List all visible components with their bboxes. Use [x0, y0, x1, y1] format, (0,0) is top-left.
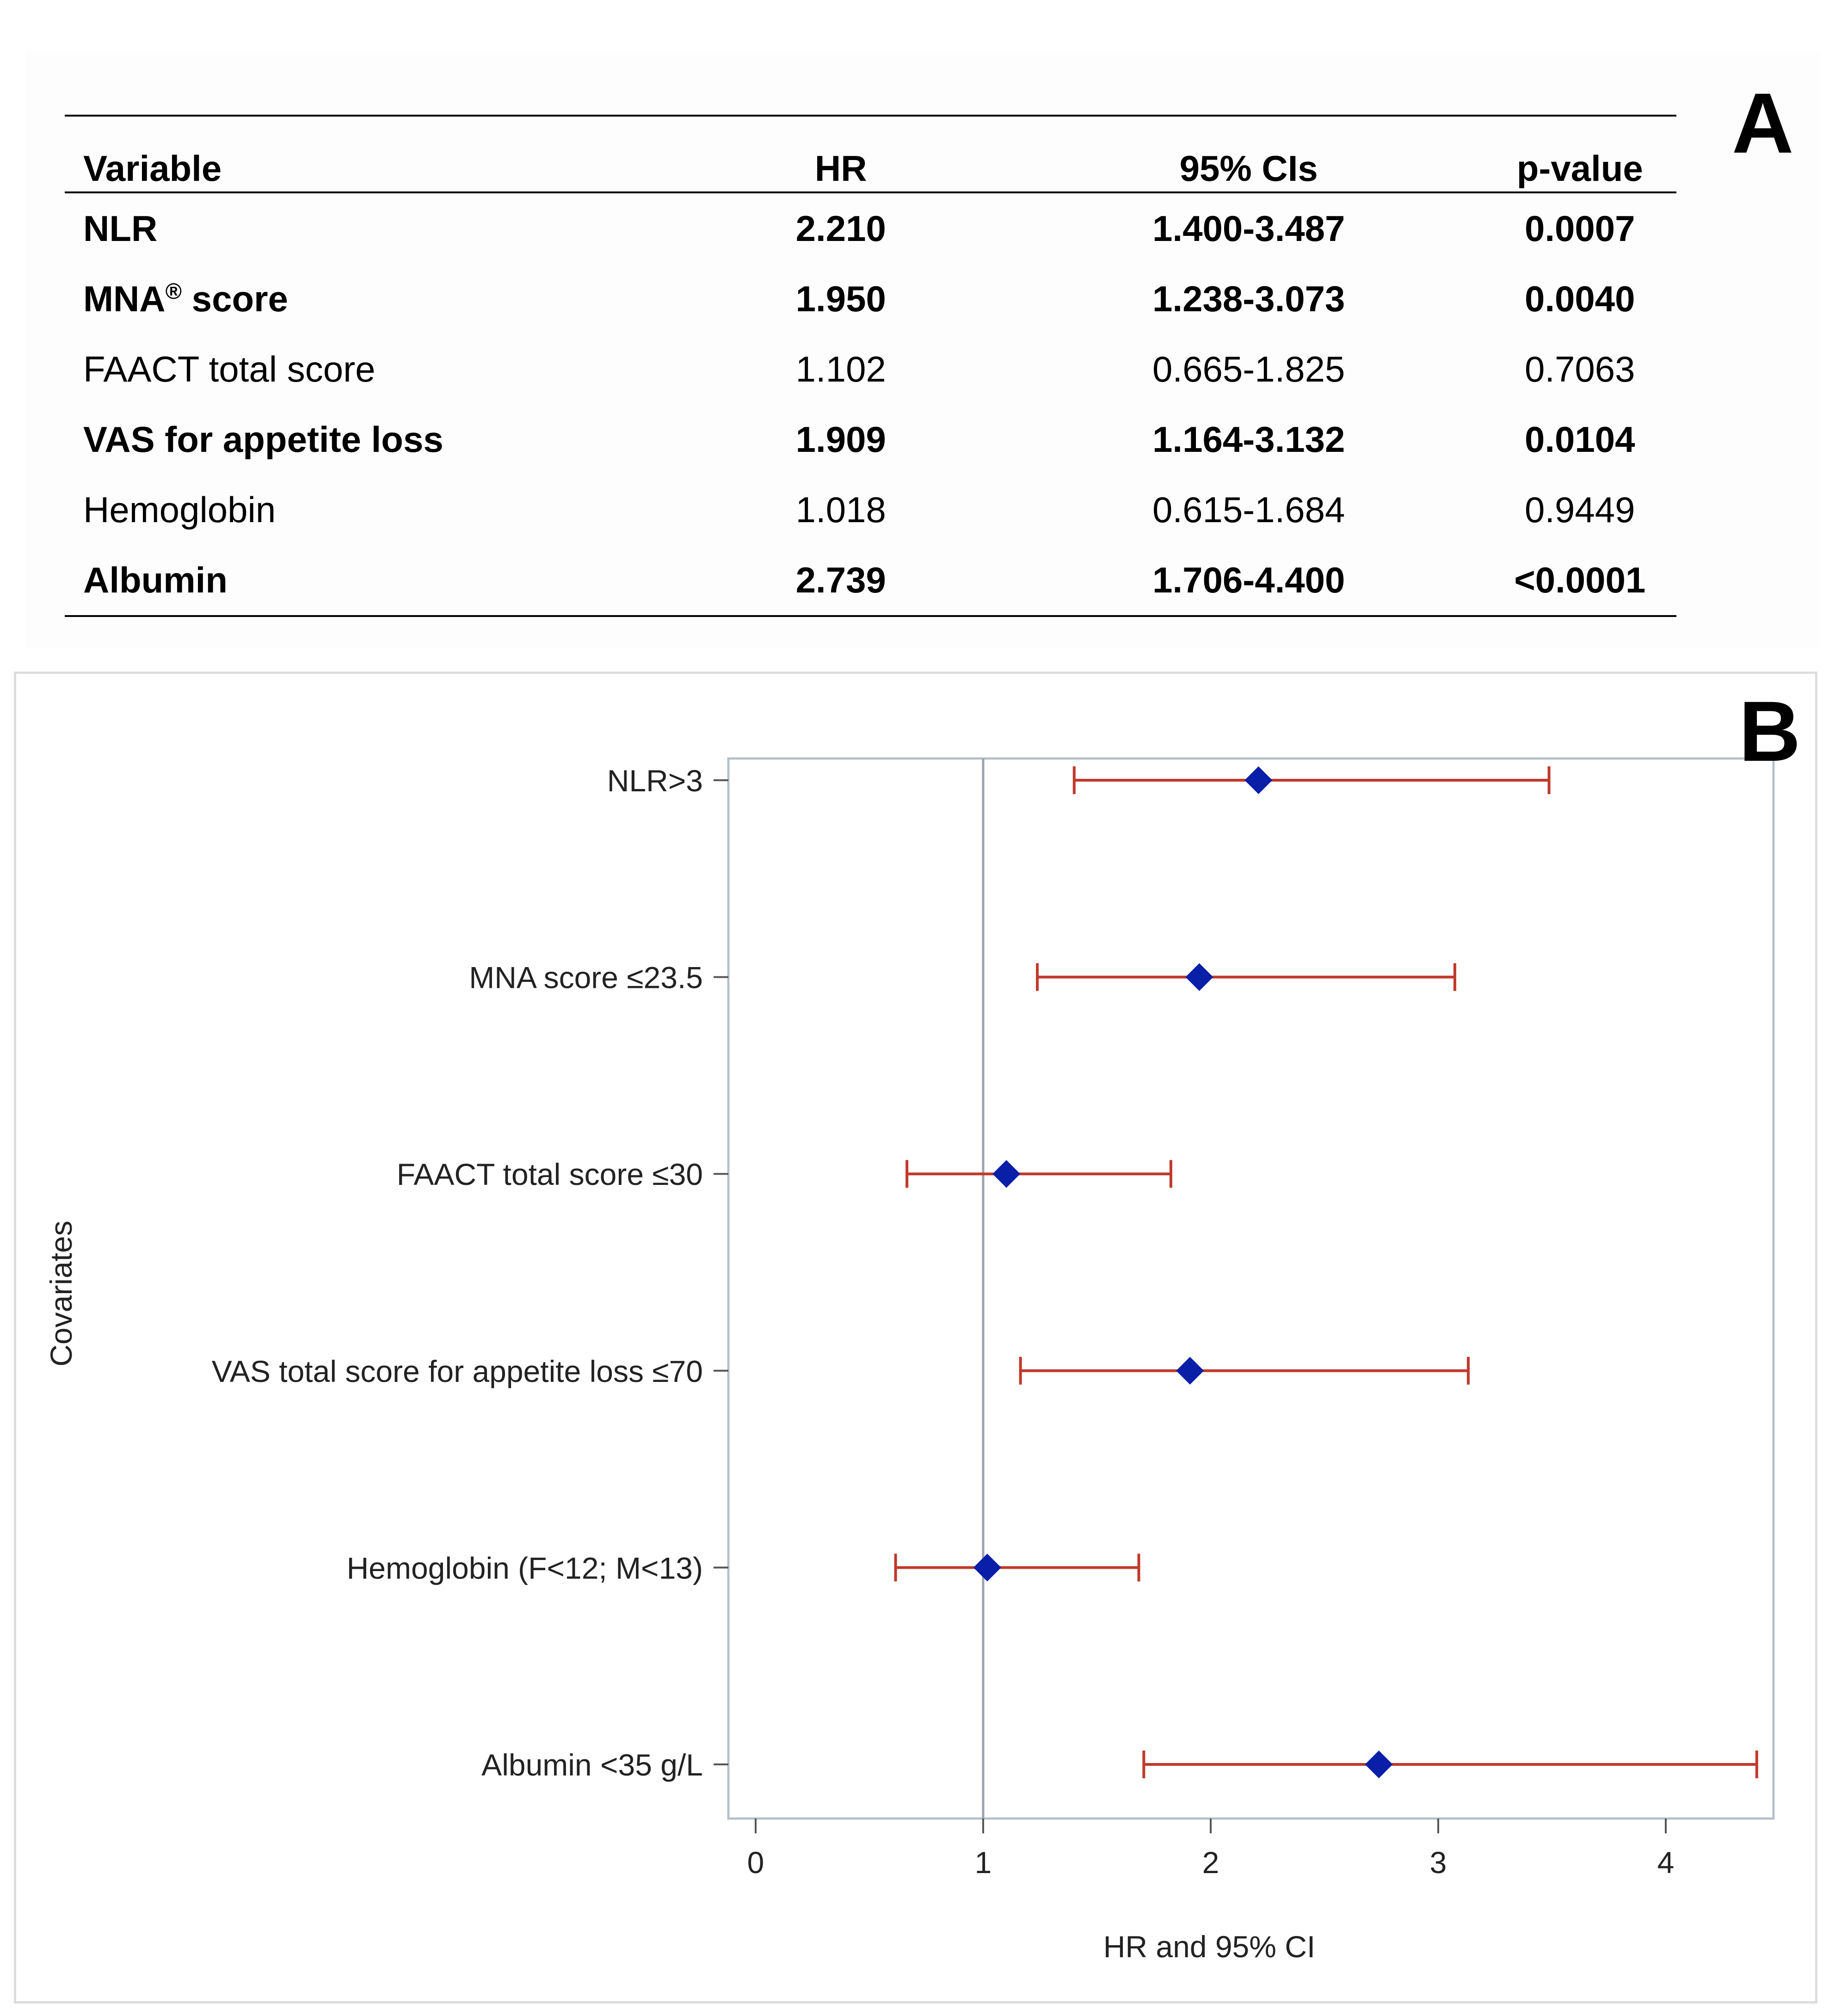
- cell-hr: 1.018: [795, 489, 886, 530]
- covariate-label: FAACT total score ≤30: [397, 1157, 703, 1191]
- plot-frame: [727, 757, 1775, 1820]
- cell-hr: 2.210: [795, 208, 886, 249]
- covariate-label: MNA score ≤23.5: [469, 961, 703, 995]
- header-hr: HR: [814, 148, 867, 189]
- hr-point-marker: [1365, 1751, 1393, 1778]
- cell-ci: 0.665-1.825: [1152, 348, 1345, 389]
- cell-hr: 1.102: [795, 348, 886, 389]
- cell-variable: Albumin: [65, 545, 668, 616]
- hr-point-marker: [1185, 963, 1213, 991]
- cell-hr: 1.950: [795, 278, 886, 319]
- table-row: Albumin 2.739 1.706-4.400 <0.0001: [65, 545, 1676, 616]
- cell-variable: NLR: [65, 192, 668, 264]
- variable-name: NLR: [83, 208, 158, 249]
- cell-ci: 0.615-1.684: [1152, 489, 1345, 530]
- cell-p-value: 0.9449: [1524, 489, 1635, 530]
- table-row: MNA® score 1.950 1.238-3.073 0.0040: [65, 264, 1676, 334]
- cell-variable: FAACT total score: [65, 334, 668, 404]
- variable-name: Albumin: [83, 559, 228, 600]
- hr-point-marker: [1244, 766, 1273, 794]
- header-p-value: p-value: [1516, 148, 1643, 189]
- registered-mark: ®: [165, 279, 182, 304]
- x-tick-label: 4: [1657, 1845, 1675, 1880]
- table-row: FAACT total score 1.102 0.665-1.825 0.7063: [65, 334, 1676, 404]
- variable-name: Hemoglobin: [83, 489, 276, 530]
- variable-name: MNA: [83, 278, 166, 319]
- cell-hr: 1.909: [795, 419, 886, 460]
- header-ci: 95% CIs: [1179, 148, 1318, 189]
- covariate-label: NLR>3: [607, 764, 703, 798]
- table-row: VAS for appetite loss 1.909 1.164-3.132 0.0…: [65, 404, 1676, 475]
- header-variable: Variable: [83, 148, 222, 189]
- hazard-ratio-table: Variable HR 95% CIs p-value NLR 2.210 1.40…: [65, 115, 1676, 617]
- cell-ci: 1.400-3.487: [1152, 208, 1345, 249]
- cell-p-value: 0.7063: [1524, 348, 1635, 389]
- panel-a-table: [25, 51, 1820, 647]
- panel-letter-b: B: [1739, 684, 1801, 779]
- cell-p-value: 0.0040: [1524, 278, 1635, 319]
- cell-p-value: 0.0104: [1524, 419, 1635, 460]
- cell-variable: VAS for appetite loss: [65, 404, 668, 475]
- cell-p-value: <0.0001: [1514, 559, 1646, 600]
- hr-point-marker: [973, 1554, 1001, 1582]
- cell-ci: 1.238-3.073: [1152, 278, 1345, 319]
- table-body: NLR 2.210 1.400-3.487 0.0007 MNA® score 1.950…: [65, 192, 1676, 616]
- forest-plot-svg: 0 1 2 3 4 HR and 95% CI Covariates NLR>3 MNA sco…: [44, 757, 1775, 1964]
- y-axis-title: Covariates: [44, 1221, 78, 1366]
- variable-suffix: score: [182, 278, 288, 319]
- covariate-label: Albumin <35 g/L: [481, 1748, 703, 1782]
- variable-name: FAACT total score: [83, 348, 376, 389]
- variable-name: VAS for appetite loss: [83, 419, 443, 460]
- table-row: NLR 2.210 1.400-3.487 0.0007: [65, 192, 1676, 264]
- covariate-label: Hemoglobin (F<12; M<13): [347, 1551, 703, 1585]
- cell-variable: Hemoglobin: [65, 475, 668, 545]
- x-tick-label: 0: [747, 1845, 764, 1880]
- x-tick-label: 2: [1202, 1845, 1219, 1880]
- hr-point-marker: [1176, 1356, 1204, 1385]
- hr-point-marker: [992, 1160, 1021, 1188]
- panel-letter-a: A: [1732, 76, 1794, 171]
- table-header-row: Variable HR 95% CIs p-value: [65, 116, 1676, 192]
- covariate-label: VAS total score for appetite loss ≤70: [212, 1354, 703, 1388]
- x-tick-label: 3: [1430, 1845, 1447, 1880]
- panel-b-forest-plot: 0 1 2 3 4 HR and 95% CI Covariates NLR>3 MNA sco…: [14, 672, 1817, 2004]
- cell-ci: 1.164-3.132: [1152, 419, 1345, 460]
- x-axis-title: HR and 95% CI: [1103, 1930, 1316, 1964]
- cell-variable: MNA® score: [65, 264, 668, 334]
- cell-p-value: 0.0007: [1524, 208, 1635, 249]
- table-row: Hemoglobin 1.018 0.615-1.684 0.9449: [65, 475, 1676, 545]
- cell-hr: 2.739: [795, 559, 886, 600]
- x-tick-label: 1: [975, 1845, 992, 1880]
- cell-ci: 1.706-4.400: [1152, 559, 1345, 600]
